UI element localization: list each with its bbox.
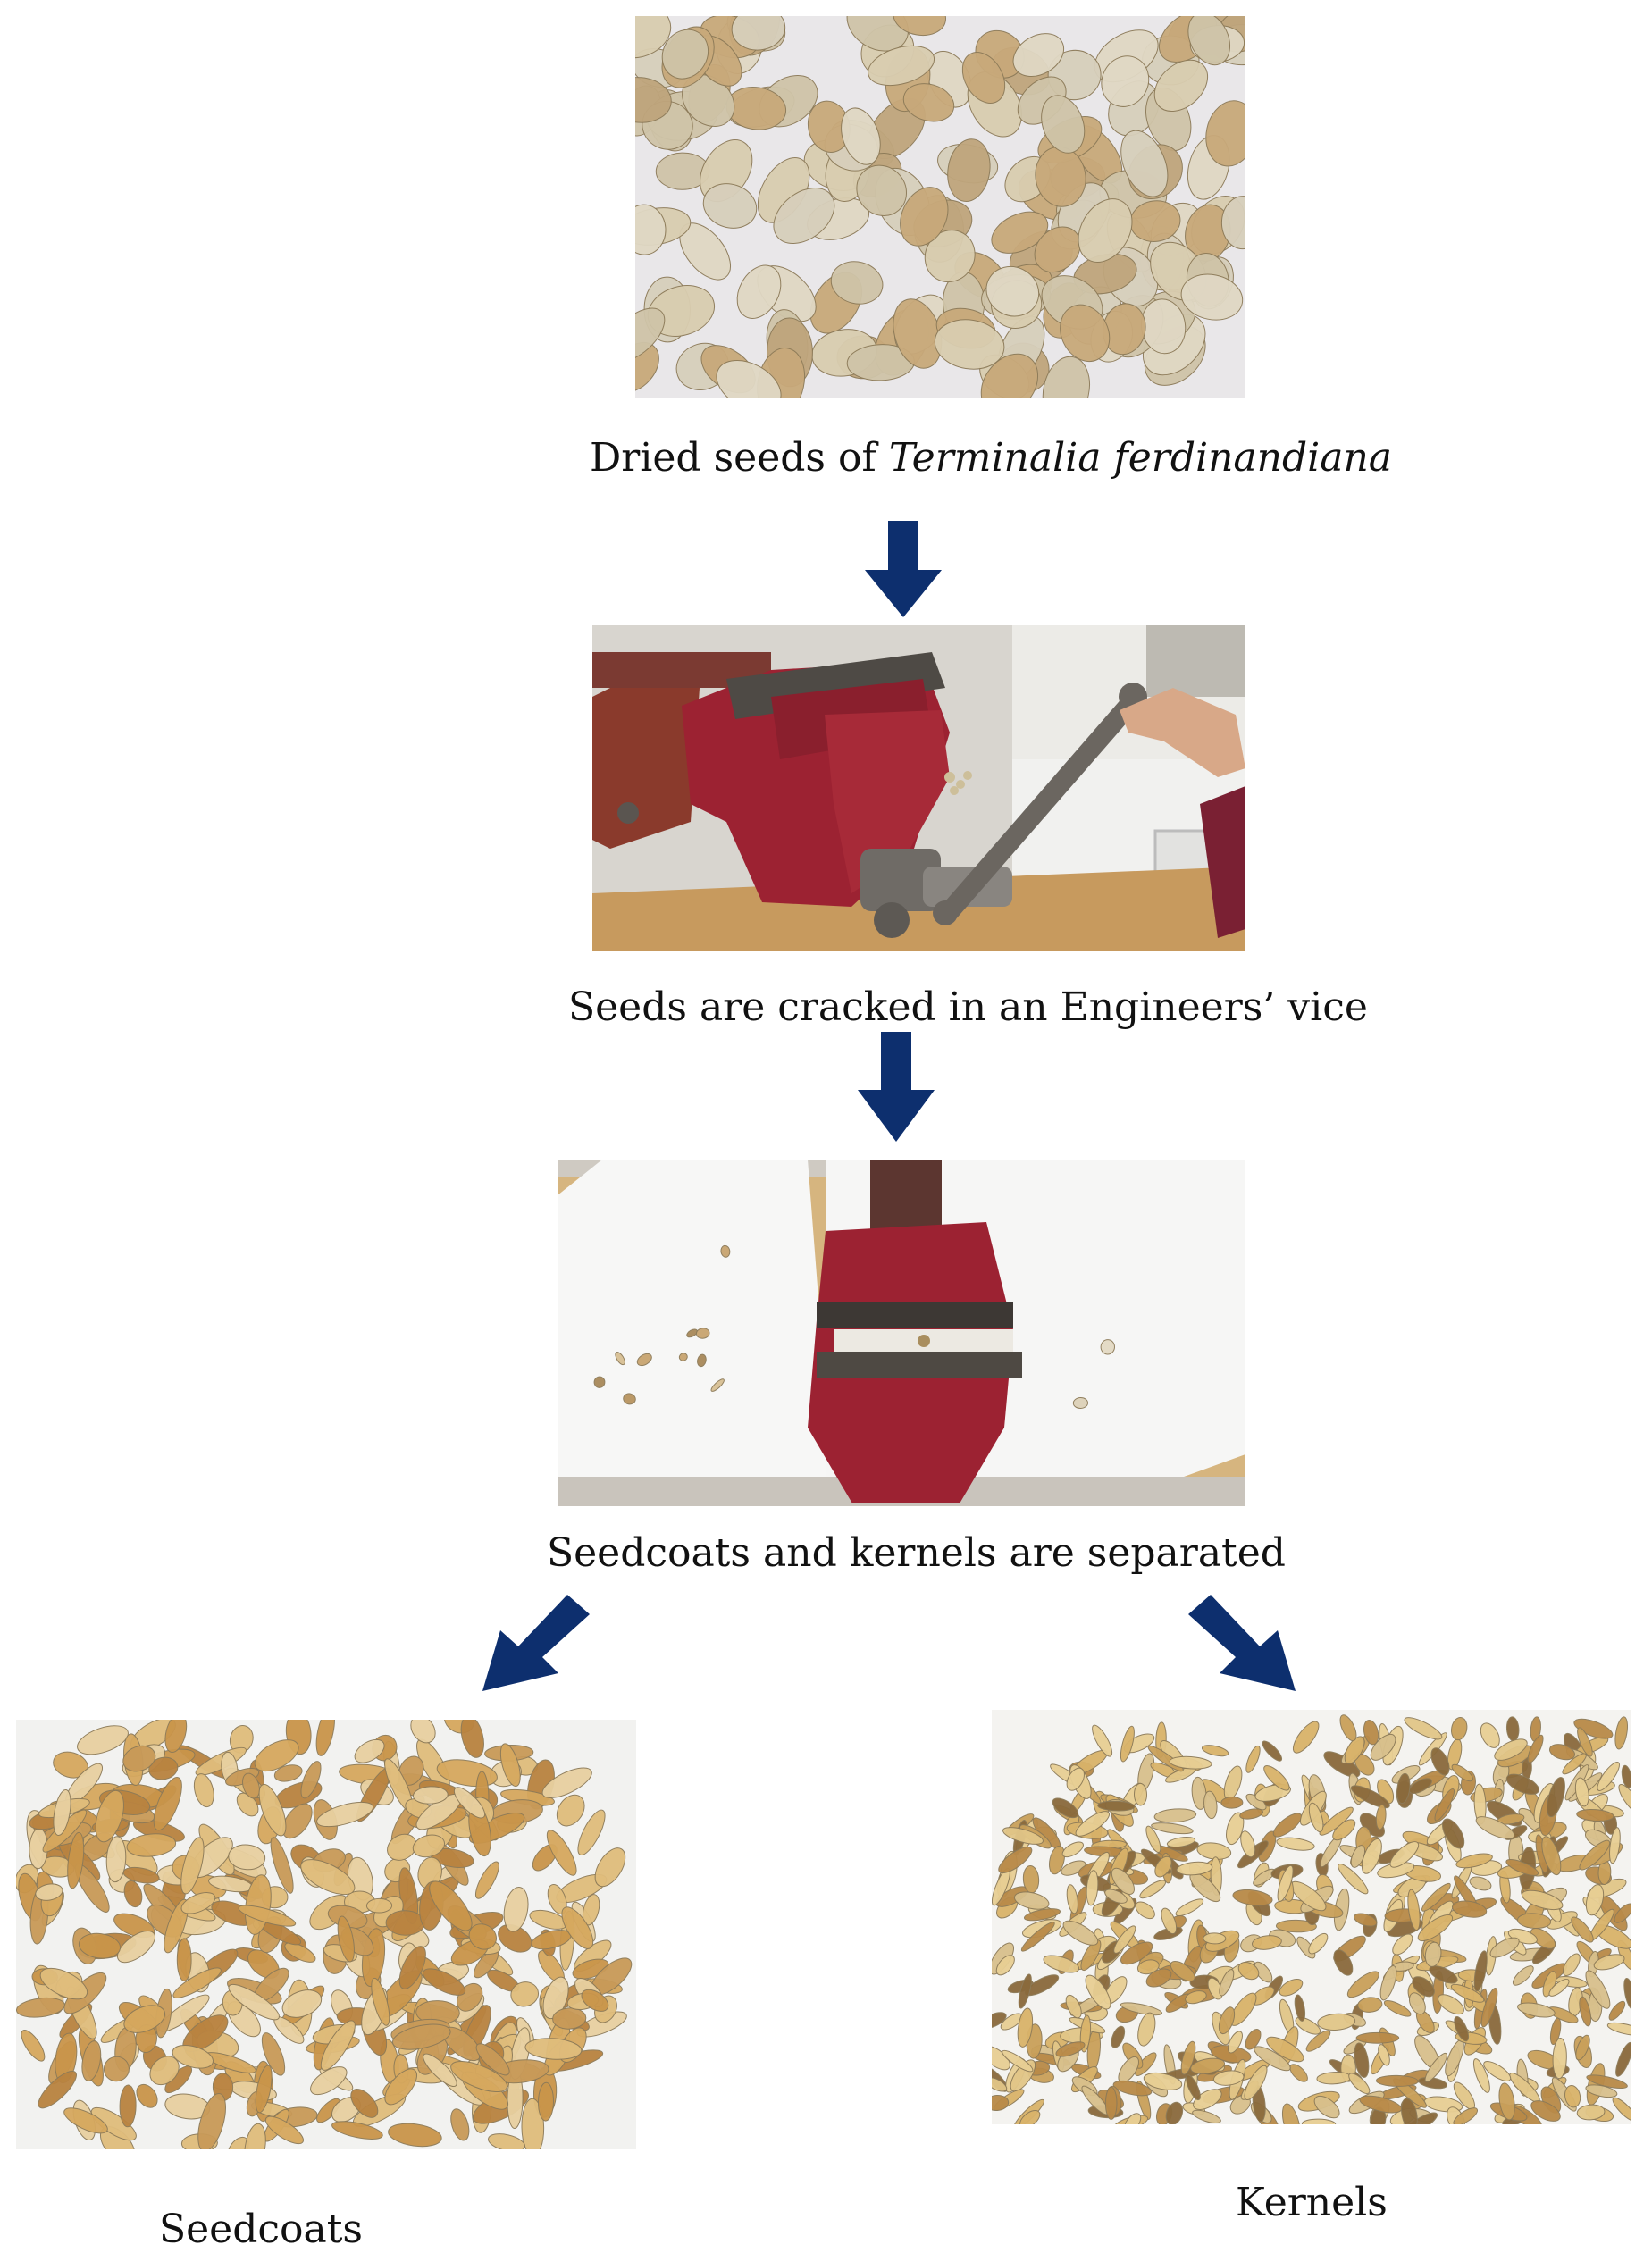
caption-dried-seeds: Dried seeds of Terminalia ferdinandiana bbox=[590, 435, 1392, 482]
dried-seeds-photo bbox=[635, 16, 1245, 398]
seedcoats-photo bbox=[16, 1720, 636, 2149]
vice-cracking-photo bbox=[592, 625, 1245, 951]
separated-pile-photo bbox=[558, 1160, 1245, 1506]
caption-kernels: Kernels bbox=[1236, 2180, 1388, 2225]
caption-dried-seeds-text: Dried seeds of bbox=[590, 435, 889, 481]
species-name: Terminalia ferdinandiana bbox=[888, 435, 1393, 481]
down-arrow-icon bbox=[863, 521, 943, 619]
down-arrow-icon bbox=[856, 1032, 936, 1143]
down-right-arrow-icon bbox=[1184, 1595, 1300, 1693]
caption-separation: Seedcoats and kernels are separated bbox=[547, 1530, 1286, 1576]
caption-cracking: Seeds are cracked in an Engineers’ vice bbox=[568, 984, 1368, 1030]
caption-seedcoats: Seedcoats bbox=[159, 2207, 364, 2252]
kernels-photo bbox=[992, 1710, 1631, 2124]
down-left-arrow-icon bbox=[478, 1595, 594, 1693]
